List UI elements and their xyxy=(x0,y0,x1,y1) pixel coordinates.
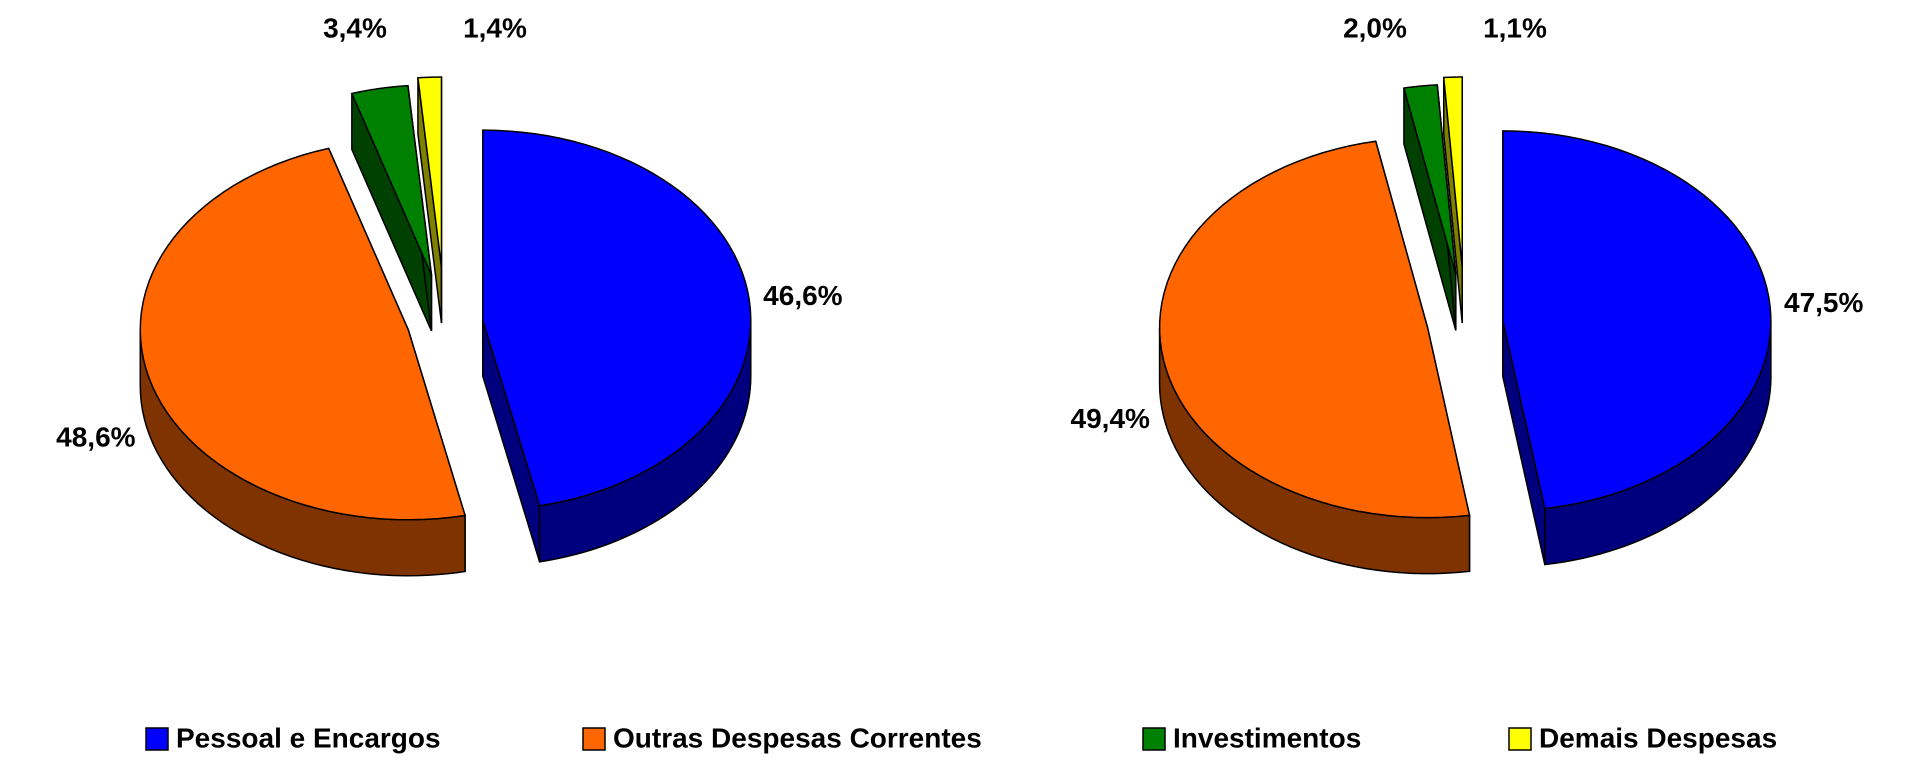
legend-label: Pessoal e Encargos xyxy=(176,722,441,753)
pie-slice xyxy=(482,129,752,507)
data-label: 1,4% xyxy=(463,12,527,43)
data-label: 47,5% xyxy=(1784,287,1863,318)
pie-slice xyxy=(350,84,433,276)
data-label: 2,0% xyxy=(1343,12,1407,43)
pie-slice xyxy=(139,147,467,521)
pie-slice xyxy=(1442,76,1463,268)
legend-swatch xyxy=(582,727,606,751)
legend-label: Outras Despesas Correntes xyxy=(613,722,982,753)
data-label: 49,4% xyxy=(1071,403,1150,434)
legend-swatch xyxy=(145,727,169,751)
legend-swatch xyxy=(1142,727,1166,751)
legend-swatch xyxy=(1508,727,1532,751)
pie-slice xyxy=(1158,140,1471,519)
data-label: 1,1% xyxy=(1483,12,1547,43)
legend-label: Demais Despesas xyxy=(1539,722,1777,753)
data-label: 48,6% xyxy=(56,422,135,453)
data-label: 46,6% xyxy=(763,280,842,311)
pie-slice xyxy=(417,76,443,268)
pie-slice xyxy=(1502,130,1772,510)
data-label: 3,4% xyxy=(323,12,387,43)
pie-slice xyxy=(1402,84,1457,275)
legend-label: Investimentos xyxy=(1173,722,1361,753)
